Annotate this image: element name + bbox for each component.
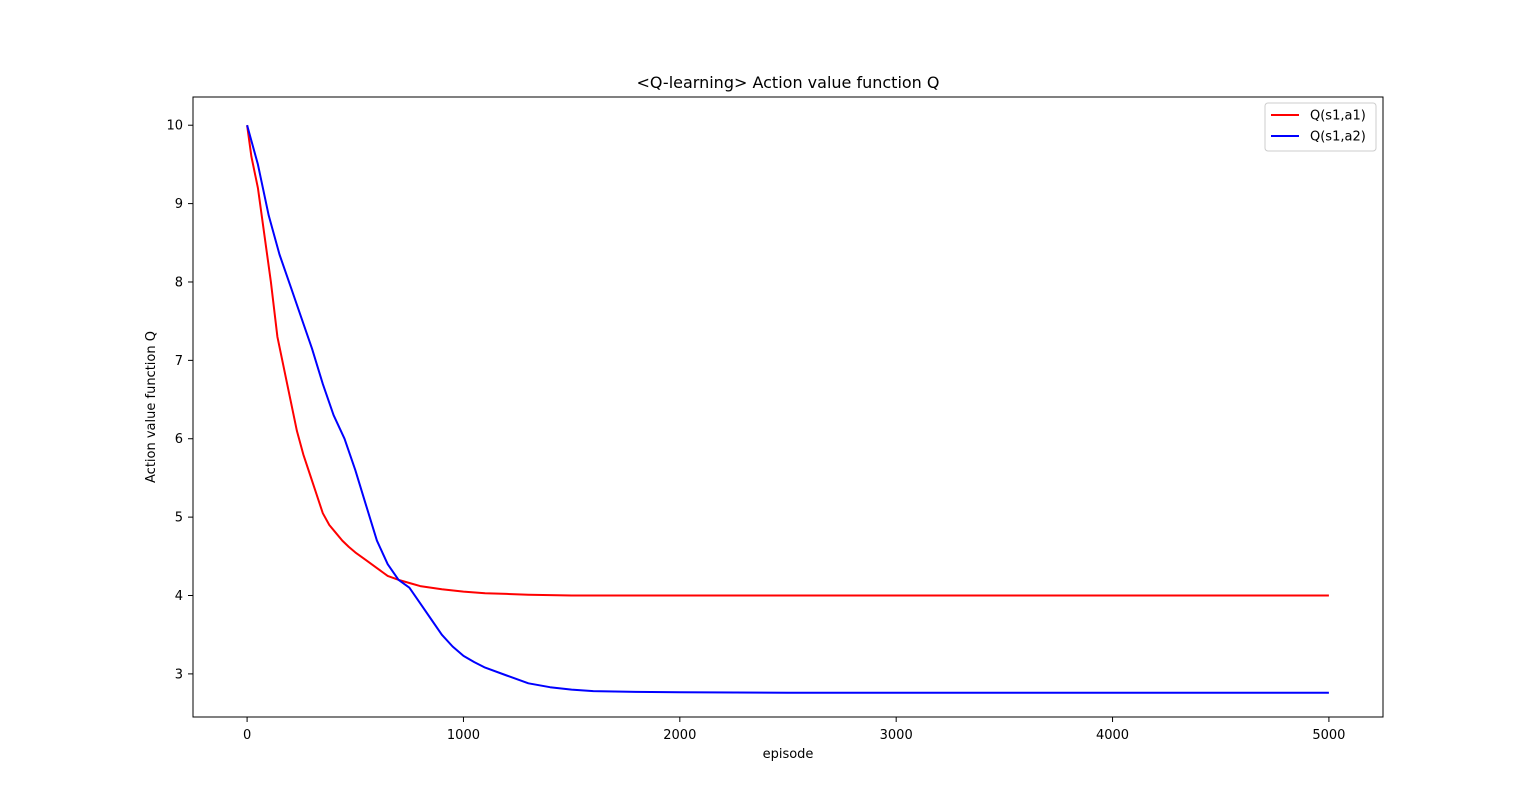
plot-area-frame — [192, 96, 1384, 718]
series-layer — [246, 124, 1329, 694]
x-tick-label: 0 — [243, 728, 251, 743]
x-axis: 0 1000 2000 3000 4000 5000 — [243, 717, 1345, 743]
y-tick-label: 7 — [175, 354, 183, 369]
series-line-1 — [246, 125, 1329, 597]
x-tick-label: 3000 — [880, 728, 913, 743]
x-tick-label: 1000 — [447, 728, 480, 743]
legend-entry: Q(s1,a2) — [1310, 130, 1366, 145]
series-line-2 — [246, 124, 1329, 694]
x-axis-label: episode — [763, 747, 814, 762]
y-axis: 3 4 5 6 7 8 9 10 — [166, 119, 193, 682]
y-tick-label: 6 — [175, 432, 183, 447]
y-tick-label: 3 — [175, 667, 183, 682]
y-tick-label: 5 — [175, 511, 183, 526]
y-tick-label: 4 — [175, 589, 183, 604]
y-tick-label: 10 — [166, 119, 183, 134]
legend: Q(s1,a1) Q(s1,a2) — [1264, 102, 1377, 152]
x-tick-label: 2000 — [663, 728, 696, 743]
x-tick-label: 5000 — [1312, 728, 1345, 743]
y-tick-label: 9 — [175, 197, 183, 212]
chart-title: <Q-learning> Action value function Q — [636, 73, 939, 92]
legend-entry: Q(s1,a1) — [1310, 109, 1366, 124]
x-tick-label: 4000 — [1096, 728, 1129, 743]
y-axis-label: Action value function Q — [144, 331, 159, 483]
y-tick-label: 8 — [175, 275, 183, 290]
